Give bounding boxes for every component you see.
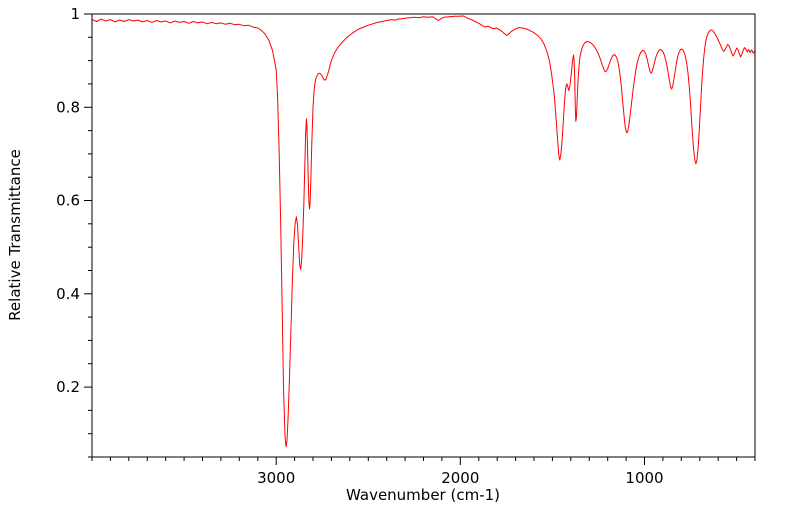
x-tick-label: 2000 bbox=[441, 469, 479, 487]
y-tick-label: 1 bbox=[70, 5, 80, 23]
x-tick-label: 3000 bbox=[257, 469, 295, 487]
plot-frame bbox=[91, 13, 756, 458]
axis-ticks: 3000 2000 1000 0.2 0.4 0.6 0.8 1 bbox=[56, 5, 756, 487]
spectrum-line bbox=[91, 15, 756, 448]
x-tick-label: 1000 bbox=[625, 469, 663, 487]
x-axis-title: Wavenumber (cm-1) bbox=[346, 486, 500, 504]
y-tick-label: 0.8 bbox=[56, 98, 80, 116]
y-tick-label: 0.2 bbox=[56, 378, 80, 396]
y-tick-label: 0.4 bbox=[56, 285, 80, 303]
y-tick-label: 0.6 bbox=[56, 192, 80, 210]
y-axis-title: Relative Transmittance bbox=[6, 149, 24, 321]
spectrum-series bbox=[91, 15, 756, 448]
